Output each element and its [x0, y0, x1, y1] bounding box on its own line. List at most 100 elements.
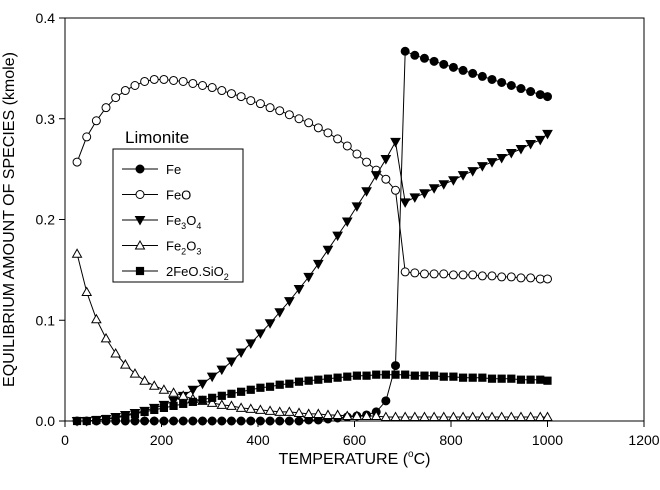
data-point-2feo-sio2 — [208, 393, 217, 402]
data-point-2feo-sio2 — [159, 403, 169, 413]
data-point-2feo-sio2 — [458, 373, 468, 382]
data-point-fe — [535, 90, 545, 100]
x-axis-title-suffix: C) — [414, 451, 431, 468]
data-point-fe2o3 — [361, 410, 372, 420]
data-point-2feo-sio2 — [391, 370, 400, 379]
data-point-fe3o4 — [245, 339, 257, 349]
data-point-2feo-sio2 — [150, 405, 159, 415]
data-point-2feo-sio2 — [439, 372, 448, 381]
data-point-2feo-sio2 — [478, 373, 487, 382]
legend-label: Fe3O4 — [166, 213, 201, 231]
data-point-feo — [159, 74, 169, 84]
data-point-fe3o4 — [187, 385, 199, 396]
data-point-feo — [458, 270, 468, 280]
data-point-2feo-sio2 — [294, 377, 304, 386]
series-layer — [71, 46, 553, 427]
data-point-feo — [526, 273, 536, 283]
data-point-2feo-sio2 — [179, 399, 188, 408]
data-point-2feo-sio2 — [536, 375, 545, 384]
data-point-feo — [140, 76, 150, 86]
data-point-fe2o3 — [110, 347, 122, 358]
data-point-fe3o4 — [303, 272, 315, 283]
data-point-fe2o3 — [380, 411, 392, 421]
data-point-feo — [284, 110, 294, 120]
data-point-fe2o3 — [370, 410, 382, 420]
data-point-2feo-sio2 — [92, 415, 101, 425]
data-point-feo — [294, 114, 304, 124]
data-point-fe2o3 — [255, 404, 266, 414]
data-point-2feo-sio2 — [169, 401, 178, 410]
data-point-fe3o4 — [226, 357, 237, 368]
data-point-fe2o3 — [322, 409, 334, 419]
data-point-fe2o3 — [139, 375, 150, 385]
data-point-feo — [217, 86, 227, 96]
y-tick-label: 0.2 — [36, 212, 56, 228]
data-point-2feo-sio2 — [217, 391, 226, 400]
data-point-2feo-sio2 — [227, 389, 236, 398]
data-point-fe3o4 — [390, 137, 401, 148]
data-point-feo — [400, 267, 410, 277]
data-point-feo — [111, 93, 121, 103]
legend-title: Limonite — [125, 128, 189, 147]
x-axis-title-prefix: TEMPERATURE ( — [279, 451, 409, 468]
legend-box — [112, 148, 244, 283]
data-point-fe2o3 — [81, 286, 93, 297]
data-point-2feo-sio2 — [362, 371, 371, 380]
data-point-fe2o3 — [486, 411, 498, 421]
data-point-fe3o4 — [419, 189, 430, 199]
data-point-fe2o3 — [399, 411, 411, 421]
data-point-fe2o3 — [293, 407, 305, 417]
data-point-fe3o4 — [216, 365, 228, 376]
data-point-2feo-sio2 — [410, 371, 419, 380]
data-point-fe3o4 — [542, 129, 553, 140]
data-point-feo — [275, 106, 285, 116]
data-point-fe — [506, 81, 516, 91]
data-point-fe3o4 — [457, 171, 469, 181]
data-point-feo — [333, 134, 343, 144]
data-point-fe — [410, 50, 420, 60]
data-point-fe3o4 — [515, 144, 527, 155]
data-point-fe2o3 — [226, 400, 237, 410]
data-point-2feo-sio2 — [372, 370, 381, 379]
data-point-feo — [246, 96, 256, 106]
data-point-fe2o3 — [467, 411, 479, 421]
data-point-feo — [439, 269, 449, 279]
data-point-fe — [516, 84, 526, 94]
data-point-2feo-sio2 — [314, 375, 323, 384]
data-point-fe2o3 — [129, 368, 141, 378]
data-point-fe2o3 — [148, 380, 160, 390]
data-point-fe2o3 — [419, 411, 430, 421]
y-tick-label: 0.1 — [36, 312, 56, 328]
data-point-fe3o4 — [341, 217, 353, 228]
data-point-2feo-sio2 — [468, 373, 477, 382]
data-point-2feo-sio2 — [449, 372, 458, 381]
data-point-fe2o3 — [274, 406, 286, 416]
data-point-feo — [410, 268, 420, 278]
data-point-fe2o3 — [245, 403, 257, 413]
data-point-2feo-sio2 — [430, 371, 439, 380]
data-point-fe — [381, 396, 391, 406]
data-point-fe2o3 — [496, 411, 508, 421]
data-point-fe — [419, 53, 429, 63]
data-point-2feo-sio2 — [507, 374, 516, 383]
legend: Limonite Fe FeO Fe3O4 Fe2O3 2FeO.SiO2 — [112, 128, 244, 283]
data-point-2feo-sio2 — [121, 411, 130, 421]
data-point-fe2o3 — [448, 411, 459, 421]
data-point-fe — [468, 68, 478, 78]
data-point-fe — [391, 361, 401, 371]
data-point-fe — [526, 87, 536, 97]
series-fe2o3 — [71, 248, 553, 421]
legend-entry-fe3o4: Fe3O4 — [122, 213, 201, 231]
data-point-2feo-sio2 — [381, 370, 390, 379]
data-point-2feo-sio2 — [420, 371, 429, 380]
legend-entry-feo: FeO — [122, 188, 191, 203]
data-point-fe2o3 — [332, 409, 343, 419]
data-point-fe3o4 — [380, 155, 392, 165]
y-tick-label: 0.0 — [36, 413, 56, 429]
data-point-fe3o4 — [428, 184, 440, 194]
data-point-fe — [400, 46, 410, 56]
data-point-fe2o3 — [216, 399, 228, 409]
data-point-2feo-sio2 — [198, 395, 207, 404]
data-point-fe3o4 — [197, 379, 208, 390]
